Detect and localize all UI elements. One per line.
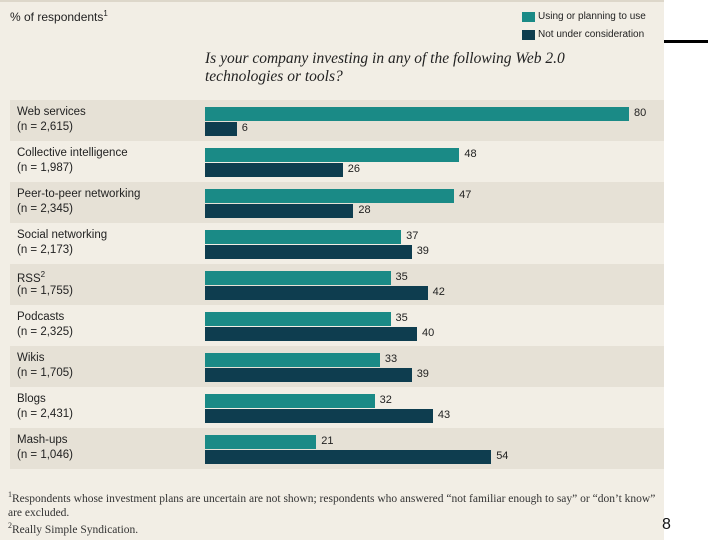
sample-size-label: (n = 1,705): [17, 367, 73, 379]
category-label: Wikis: [17, 352, 45, 364]
value-label: 33: [384, 353, 398, 365]
bar-not-considered: [205, 204, 354, 218]
percent-label: % of respondents1: [10, 9, 108, 24]
bar-not-considered: [205, 409, 433, 423]
bar-chart: Web services (n = 2,615) 80 6 Collective int…: [10, 100, 664, 469]
category-row: Social networking (n = 2,173) 37 39: [10, 223, 664, 264]
bar-not-considered: [205, 450, 492, 464]
sample-size-label: (n = 1,987): [17, 162, 73, 174]
category-label: Mash-ups: [17, 434, 68, 446]
sample-size-label: (n = 1,046): [17, 449, 73, 461]
category-row: Mash-ups (n = 1,046) 21 54: [10, 428, 664, 469]
value-label: 35: [395, 271, 408, 283]
value-label: 48: [464, 148, 477, 160]
bar-using: [205, 230, 402, 244]
category-row: Web services (n = 2,615) 80 6: [10, 100, 664, 141]
value-label: 54: [496, 450, 509, 462]
top-divider: [0, 0, 664, 2]
legend-not-swatch: [522, 30, 535, 40]
bar-not-considered: [205, 122, 237, 136]
value-label: 39: [416, 245, 429, 257]
value-label: 42: [432, 286, 445, 298]
category-label: Blogs: [17, 393, 46, 405]
bar-not-considered: [205, 245, 412, 259]
legend-not-considered: Not under consideration: [522, 29, 645, 40]
bar-using: [205, 271, 391, 285]
legend-using-swatch: [522, 12, 535, 22]
bar-not-considered: [205, 327, 417, 341]
category-label: Social networking: [17, 229, 108, 241]
bar-using: [205, 107, 629, 121]
value-label: 39: [416, 368, 429, 380]
value-label: 6: [241, 122, 248, 134]
sample-size-label: (n = 2,325): [17, 326, 73, 338]
legend-using: Using or planning to use: [522, 11, 646, 22]
bar-using: [205, 189, 455, 203]
category-label: Web services: [17, 106, 86, 118]
category-label: Collective intelligence: [17, 147, 128, 159]
value-label: 43: [437, 409, 451, 421]
category-row: Collective intelligence (n = 1,987) 48 26: [10, 141, 664, 182]
category-label: Peer-to-peer networking: [17, 188, 141, 200]
bar-using: [205, 312, 391, 326]
value-label: 28: [358, 204, 371, 216]
value-label: 35: [395, 312, 408, 324]
category-row: RSS2 (n = 1,755) 35 42: [10, 264, 664, 305]
sample-size-label: (n = 2,615): [17, 121, 73, 133]
category-row: Peer-to-peer networking (n = 2,345) 47 28: [10, 182, 664, 223]
legend-using-label: Using or planning to use: [538, 11, 646, 22]
bar-using: [205, 353, 380, 367]
footnote-1: 1Respondents whose investment plans are …: [8, 490, 656, 519]
category-row: Podcasts (n = 2,325) 35 40: [10, 305, 664, 346]
bar-using: [205, 394, 375, 408]
value-label: 21: [321, 435, 334, 447]
bar-not-considered: [205, 368, 412, 382]
black-rule: [664, 40, 708, 43]
chart-panel: % of respondents1 Using or planning to u…: [0, 0, 664, 540]
page-number: 8: [662, 516, 671, 533]
bar-using: [205, 435, 317, 449]
sample-size-label: (n = 1,755): [17, 285, 73, 297]
category-row: Blogs (n = 2,431) 32 43: [10, 387, 664, 428]
category-row: Wikis (n = 1,705) 33 39: [10, 346, 664, 387]
bar-not-considered: [205, 286, 428, 300]
value-label: 47: [459, 189, 472, 201]
value-label: 80: [634, 107, 647, 119]
footnote-2: 2Really Simple Syndication.: [8, 521, 139, 536]
sample-size-label: (n = 2,431): [17, 408, 73, 420]
value-label: 37: [406, 230, 419, 242]
sample-size-label: (n = 2,173): [17, 244, 73, 256]
value-label: 32: [379, 394, 392, 406]
legend-not-label: Not under consideration: [538, 29, 645, 40]
chart-title: Is your company investing in any of the …: [205, 50, 565, 85]
bar-using: [205, 148, 460, 162]
value-label: 26: [347, 163, 361, 175]
bar-not-considered: [205, 163, 343, 177]
category-label: RSS2: [17, 270, 46, 285]
value-label: 40: [422, 327, 435, 339]
category-label: Podcasts: [17, 311, 65, 323]
sample-size-label: (n = 2,345): [17, 203, 73, 215]
